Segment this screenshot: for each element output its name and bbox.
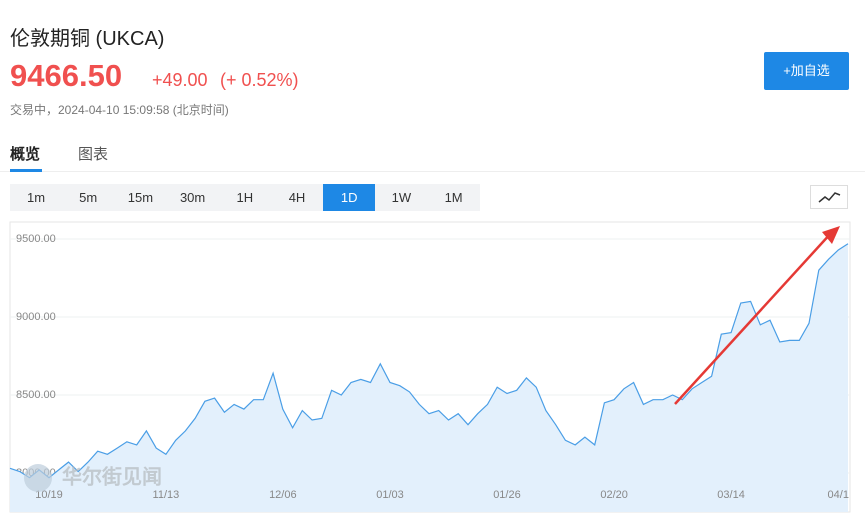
title: 伦敦期铜 (UKCA): [10, 28, 165, 50]
period-button[interactable]: 1W: [391, 190, 412, 205]
change: +49.00: [152, 70, 208, 90]
x-tick-label: 10/19: [35, 489, 63, 501]
period-button[interactable]: 1H: [236, 190, 254, 205]
y-tick-label: 8500.00: [16, 389, 56, 401]
annotation-arrow: [674, 231, 833, 405]
tab[interactable]: 图表: [78, 146, 109, 163]
period-button[interactable]: 30m: [179, 190, 206, 205]
tab-divider: [0, 171, 865, 172]
change-pct: (+ 0.52%): [220, 70, 299, 90]
x-tick-label: 04/1: [828, 489, 849, 501]
x-tick-label: 12/06: [269, 489, 297, 501]
period-button[interactable]: 15m: [127, 190, 154, 205]
x-tick-label: 02/20: [600, 489, 628, 501]
status: 交易中，2024-04-10 15:09:58 (北京时间): [10, 103, 229, 117]
period-button[interactable]: 4H: [288, 190, 306, 205]
add-button[interactable]: +加自选: [764, 52, 849, 90]
watermark-logo: [24, 464, 52, 492]
annotation-arrowhead: [822, 226, 840, 244]
chart-icon: [818, 192, 841, 203]
tab-underline: [10, 169, 42, 172]
period-button[interactable]: 5m: [79, 190, 98, 205]
period-button[interactable]: 1D: [323, 184, 376, 211]
line: [9, 243, 849, 479]
tab[interactable]: 概览: [10, 146, 41, 163]
y-tick-label: 9000.00: [16, 311, 56, 323]
x-tick-label: 01/26: [493, 489, 521, 501]
x-tick-label: 11/13: [153, 489, 180, 501]
area: [10, 243, 848, 512]
price: 9466.50: [10, 58, 123, 93]
period-button[interactable]: 1m: [26, 190, 46, 205]
chart-type-button[interactable]: [810, 185, 848, 209]
y-tick-label: 9500.00: [16, 233, 56, 245]
period-button[interactable]: 1M: [444, 190, 463, 205]
watermark: 华尔街见闻: [62, 464, 162, 488]
x-tick-label: 03/14: [717, 489, 745, 501]
period-bar: [10, 184, 480, 211]
x-tick-label: 01/03: [376, 489, 404, 501]
